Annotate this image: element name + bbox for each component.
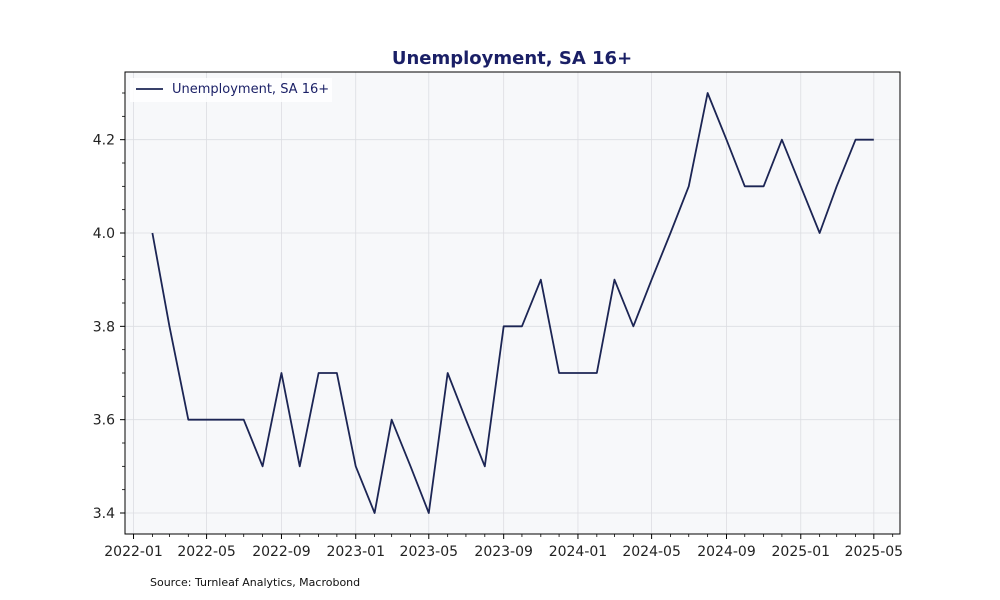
legend-box: [130, 78, 332, 102]
source-note: Source: Turnleaf Analytics, Macrobond: [150, 576, 360, 589]
y-tick-label: 4.0: [93, 226, 115, 242]
x-tick-label: 2022-05: [177, 544, 236, 560]
x-tick-label: 2022-09: [252, 544, 311, 560]
y-tick-label: 4.2: [93, 133, 115, 149]
y-tick-label: 3.4: [93, 506, 115, 522]
legend: Unemployment, SA 16+: [130, 78, 332, 102]
x-tick-label: 2025-01: [772, 544, 831, 560]
chart-title: Unemployment, SA 16+: [392, 48, 632, 69]
x-tick-label: 2025-05: [845, 544, 904, 560]
y-tick-label: 3.8: [93, 319, 115, 335]
x-tick-label: 2023-05: [400, 544, 459, 560]
x-tick-label: 2023-09: [474, 544, 533, 560]
x-tick-label: 2024-01: [549, 544, 608, 560]
x-tick-label: 2024-09: [697, 544, 756, 560]
x-tick-label: 2023-01: [326, 544, 385, 560]
y-tick-label: 3.6: [93, 413, 115, 429]
series-line-unemployment: [151, 92, 874, 514]
x-tick-label: 2024-05: [622, 544, 681, 560]
axes: 2022-01 2022-05 2022-09 2023-01 2023-05 2023-…: [93, 92, 904, 560]
x-tick-label: 2022-01: [104, 544, 163, 560]
legend-label: Unemployment, SA 16+: [172, 82, 329, 97]
plot-background: [125, 72, 900, 534]
